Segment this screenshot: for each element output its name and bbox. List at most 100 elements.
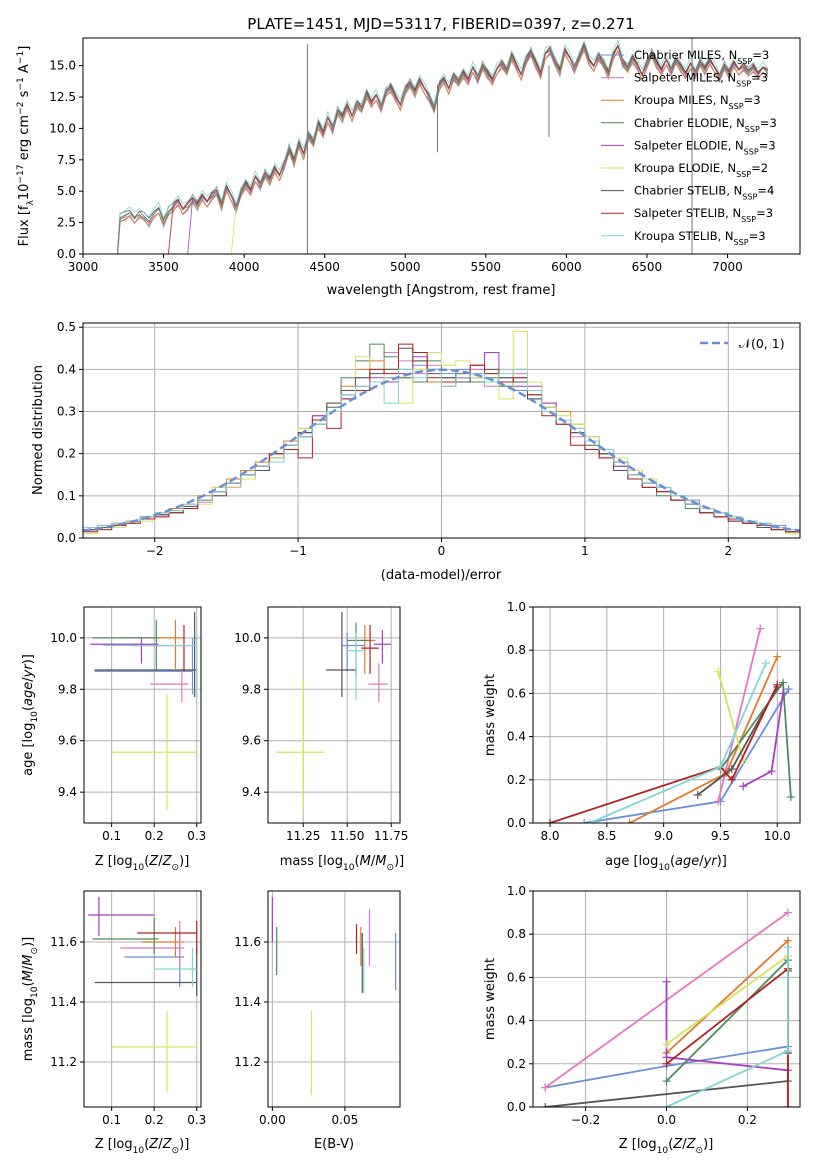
- y-tick-label: 10.0: [234, 631, 261, 645]
- y-tick-label: 9.8: [242, 682, 261, 696]
- x-tick-label: 10.0: [764, 829, 791, 843]
- x-tick-label: 0.1: [102, 1113, 121, 1127]
- y-axis-label: Normed distribution: [31, 365, 46, 495]
- y-axis-label: Flux [fλ10−17 erg cm−2 s−1 A−1]: [16, 46, 36, 247]
- axes-frame: [267, 606, 401, 824]
- x-tick-label: 0.0: [657, 1113, 676, 1127]
- y-tick-label: 10.0: [50, 631, 77, 645]
- legend-entry: Chabrier MILES, NSSP=3: [634, 48, 769, 66]
- y-tick-label: 12.5: [49, 90, 76, 104]
- y-tick-label: 0.0: [57, 247, 76, 261]
- y-tick-label: 0.6: [507, 970, 526, 984]
- x-tick-label: 9.5: [711, 829, 730, 843]
- mass-vs-ebv-panel: 0.00 0.05 11.2 11.4 11.6 E(B-V): [234, 890, 401, 1152]
- model-line-kroupa-stelib: [117, 39, 769, 250]
- weight-line-kroupa-elodie: [665, 955, 789, 1046]
- y-tick-label: 11.2: [234, 1055, 261, 1069]
- plot-area: [117, 38, 769, 254]
- x-tick-label: 8.0: [540, 829, 559, 843]
- figure-title: PLATE=1451, MJD=53117, FIBERID=0397, z=0…: [247, 15, 634, 33]
- x-tick-label: 0.2: [738, 1113, 757, 1127]
- x-tick-label: 6500: [632, 260, 663, 274]
- plot-area: [271, 897, 397, 1095]
- y-tick-label: 9.4: [242, 785, 261, 799]
- axes-frame: [83, 890, 202, 1108]
- x-tick-label: 3500: [148, 260, 179, 274]
- x-tick-label: 0.2: [145, 1113, 164, 1127]
- x-tick-label: −2: [146, 544, 164, 558]
- x-axis-label: Z [log10(Z/Z⊙)]: [95, 854, 190, 873]
- age-vs-mass-panel: 11.25 11.50 11.75 9.4 9.6 9.8 10.0 mass [log10(…: [234, 606, 408, 873]
- plot-area: [90, 612, 198, 811]
- y-tick-label: 0.8: [507, 927, 526, 941]
- y-tick-label: 9.6: [242, 734, 261, 748]
- y-tick-label: 0.4: [507, 1014, 526, 1028]
- y-tick-label: 0.5: [57, 320, 76, 334]
- y-tick-label: 0.3: [57, 405, 76, 419]
- mass-vs-Z-panel: 0.1 0.2 0.3 11.2 11.4 11.6 Z [log10(Z/Z⊙)] mass…: [21, 890, 206, 1156]
- y-tick-label: 11.6: [50, 935, 77, 949]
- y-axis-label: mass weight: [483, 674, 498, 756]
- x-axis-label: (data-model)/error: [381, 568, 502, 583]
- y-tick-label: 0.2: [57, 447, 76, 461]
- residuals-panel: −2 −1 0 1 2 0.0 0.1 0.2 0.3 0.4 0.5 𝒩(0, 1) (data-mo…: [31, 320, 801, 583]
- x-tick-label: 4000: [229, 260, 260, 274]
- plot-area: [276, 612, 392, 811]
- x-tick-label: −1: [289, 544, 307, 558]
- y-tick-label: 10.0: [49, 121, 76, 135]
- x-axis-label: wavelength [Angstrom, rest frame]: [327, 283, 556, 298]
- y-tick-label: 5.0: [57, 184, 76, 198]
- x-tick-label: 0.3: [187, 829, 206, 843]
- y-tick-label: 11.6: [234, 935, 261, 949]
- axes-frame: [267, 890, 401, 1108]
- x-tick-label: 7000: [712, 260, 743, 274]
- legend-entry: 𝒩(0, 1): [739, 336, 785, 351]
- y-tick-label: 2.5: [57, 216, 76, 230]
- age-vs-Z-panel: 0.1 0.2 0.3 9.4 9.6 9.8 10.0 Z [log10(Z/Z⊙)] age…: [21, 606, 206, 873]
- x-tick-label: 1: [581, 544, 589, 558]
- y-tick-label: 11.4: [234, 995, 261, 1009]
- y-tick-label: 0.0: [507, 816, 526, 830]
- axes-frame: [82, 37, 801, 255]
- axes-frame: [83, 606, 202, 824]
- y-tick-label: 15.0: [49, 59, 76, 73]
- x-axis-label: E(B-V): [314, 1137, 354, 1152]
- y-tick-label: 0.1: [57, 489, 76, 503]
- y-axis-label: mass [log10(M/M⊙)]: [21, 937, 40, 1061]
- y-axis-label: age [log10(age/yr)]: [21, 654, 40, 776]
- x-tick-label: 4500: [309, 260, 340, 274]
- y-tick-label: 0.4: [507, 730, 526, 744]
- x-tick-label: −0.2: [571, 1113, 600, 1127]
- x-tick-label: 3000: [68, 260, 99, 274]
- x-tick-label: 0.00: [259, 1113, 286, 1127]
- x-tick-label: 8.5: [597, 829, 616, 843]
- y-tick-label: 0.0: [507, 1100, 526, 1114]
- legend-entry: Kroupa STELIB, NSSP=3: [634, 229, 766, 247]
- x-tick-label: 6000: [551, 260, 582, 274]
- x-axis-label: age [log10(age/yr)]: [605, 854, 727, 873]
- x-axis-label: Z [log10(Z/Z⊙)]: [619, 1137, 714, 1156]
- x-tick-label: 11.50: [330, 829, 364, 843]
- legend-entry: Salpeter STELIB, NSSP=3: [634, 206, 773, 224]
- panels: 3000 3500 4000 4500 5000 5500 6000 6500 7000 0.0 2…: [16, 37, 801, 1156]
- x-tick-label: 0.1: [102, 829, 121, 843]
- legend-entry: Salpeter ELODIE, NSSP=3: [634, 138, 776, 156]
- legend-entry: Kroupa ELODIE, NSSP=2: [634, 161, 768, 179]
- x-tick-label: 2: [724, 544, 732, 558]
- x-tick-label: 11.75: [374, 829, 408, 843]
- mass-weight-vs-Z-panel: −0.2 0.0 0.2 0.0 0.2 0.4 0.6 0.8 1.0 mass weight Z…: [483, 884, 801, 1156]
- y-tick-label: 0.0: [57, 531, 76, 545]
- weight-line-salpeter-stelib: [549, 684, 779, 823]
- plot-area: [541, 908, 792, 1107]
- plot-area: [88, 897, 198, 1092]
- mass-weight-vs-age-panel: 8.0 8.5 9.0 9.5 10.0 0.0 0.2 0.4 0.6 0.8 1.0 mass w…: [483, 600, 801, 873]
- weight-line-kroupa-miles: [665, 938, 789, 1107]
- y-tick-label: 11.4: [50, 995, 77, 1009]
- weight-line-kroupa-elodie: [717, 671, 745, 761]
- normal-curve: [83, 368, 800, 532]
- axes-frame: [532, 606, 801, 824]
- x-tick-label: 5500: [471, 260, 502, 274]
- x-tick-label: 0: [438, 544, 446, 558]
- axes-frame: [82, 322, 801, 539]
